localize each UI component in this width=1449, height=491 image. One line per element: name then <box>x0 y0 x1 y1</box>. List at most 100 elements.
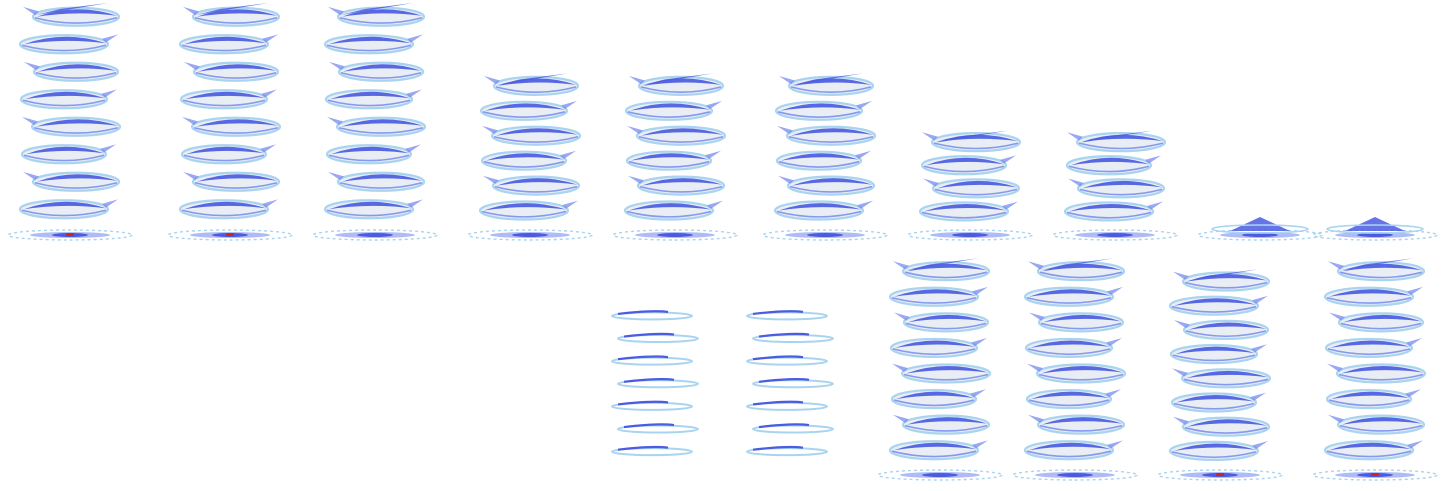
tornado-ring <box>325 144 421 165</box>
tornado-ring <box>611 355 693 366</box>
tornado-ring <box>625 150 721 171</box>
tornado-top-streak <box>196 3 268 15</box>
tornado-ring <box>479 100 577 121</box>
tornado-ring <box>774 100 872 121</box>
tornado-ring <box>624 100 722 121</box>
ground-debris <box>877 469 1003 481</box>
tornado-ring <box>478 200 578 221</box>
tornado-ring <box>327 116 427 137</box>
tornado-ring <box>628 175 726 196</box>
tornado-ring <box>746 310 828 321</box>
tornado-ring <box>1029 312 1125 333</box>
tornado-ring <box>746 355 828 366</box>
tornado-frame-3 <box>305 3 445 245</box>
tornado-ring <box>1025 388 1121 410</box>
tornado-ring <box>18 199 118 220</box>
tornado-frame-11 <box>585 245 725 485</box>
tornado-ring <box>1068 178 1166 199</box>
tornado-ring <box>922 132 1022 153</box>
tornado-ring <box>890 388 986 410</box>
tornado-top-streak <box>906 258 978 271</box>
tornado-ring <box>324 89 422 110</box>
tornado-ring <box>1027 363 1127 384</box>
tornado-ring <box>480 150 576 171</box>
tornado-ring <box>1329 312 1425 333</box>
tornado-ring <box>19 89 117 110</box>
tornado-ring <box>611 400 693 411</box>
tornado-frame-14 <box>1005 245 1145 485</box>
tornado-ring <box>23 6 121 27</box>
tornado-ring <box>1325 388 1421 410</box>
tornado-ring <box>1170 392 1266 413</box>
tornado-frame-15 <box>1150 245 1290 485</box>
tornado-ring <box>777 125 877 146</box>
tornado-ring <box>180 144 276 165</box>
tornado-ring <box>1324 337 1422 359</box>
tornado-top-streak <box>36 3 108 15</box>
tornado-top-streak <box>341 3 413 15</box>
tornado-ring <box>328 171 426 192</box>
tornado-ring <box>752 332 834 344</box>
tornado-frame-6 <box>755 5 895 245</box>
tornado-ring <box>323 199 423 220</box>
tornado-base <box>1326 217 1424 234</box>
tornado-ring <box>1065 155 1161 176</box>
tornado-ring <box>178 199 278 220</box>
tornado-base <box>1211 217 1309 234</box>
tornado-ring <box>482 125 582 146</box>
ground-debris <box>612 229 738 241</box>
tornado-ring <box>617 423 699 434</box>
tornado-ring <box>24 61 120 82</box>
tornado-ring <box>1028 414 1126 435</box>
tornado-frame-4 <box>460 5 600 245</box>
tornado-top-streak <box>641 73 713 86</box>
ground-debris <box>907 229 1033 241</box>
tornado-frame-9 <box>1190 5 1330 245</box>
tornado-ring <box>773 200 873 221</box>
tornado-ring <box>1172 368 1272 389</box>
tornado-ring <box>617 332 699 344</box>
tornado-ring <box>1323 286 1423 307</box>
tornado-ring <box>483 175 581 196</box>
tornado-ring <box>752 378 834 389</box>
ground-debris <box>762 229 888 241</box>
tornado-top-streak <box>1341 258 1413 271</box>
tornado-ring <box>1174 319 1270 341</box>
tornado-ring <box>183 171 281 192</box>
tornado-core <box>66 233 74 236</box>
tornado-top-streak <box>1041 258 1113 271</box>
tornado-ring <box>1327 363 1427 384</box>
tornado-ring <box>1067 132 1167 153</box>
tornado-frame-5 <box>605 5 745 245</box>
tornado-ring <box>888 286 988 307</box>
tornado-frame-8 <box>1045 5 1185 245</box>
tornado-ring <box>623 200 723 221</box>
tornado-ring <box>920 155 1016 176</box>
tornado-ring <box>892 363 992 384</box>
tornado-ring <box>183 6 281 27</box>
tornado-ring <box>918 201 1018 222</box>
tornado-top-streak <box>496 73 568 86</box>
tornado-top-streak <box>791 73 863 86</box>
tornado-core <box>226 233 234 236</box>
tornado-ring <box>888 440 988 461</box>
tornado-ring <box>893 414 991 435</box>
tornado-ring <box>1024 337 1122 359</box>
tornado-ring <box>1323 440 1423 461</box>
tornado-frame-10 <box>1305 5 1445 245</box>
tornado-ring <box>1023 440 1123 461</box>
tornado-ring <box>889 337 987 359</box>
ground-debris <box>467 229 593 241</box>
tornado-ring <box>328 6 426 27</box>
tornado-frame-12 <box>720 245 860 485</box>
tornado-top-streak <box>1186 269 1258 282</box>
ground-debris <box>312 229 438 241</box>
ground-debris <box>1052 229 1178 241</box>
tornado-ring <box>178 34 278 55</box>
tornado-ring <box>1168 295 1268 316</box>
tornado-ring <box>23 171 121 192</box>
tornado-ring <box>18 34 118 55</box>
tornado-ring <box>627 125 727 146</box>
tornado-ring <box>1173 416 1271 437</box>
